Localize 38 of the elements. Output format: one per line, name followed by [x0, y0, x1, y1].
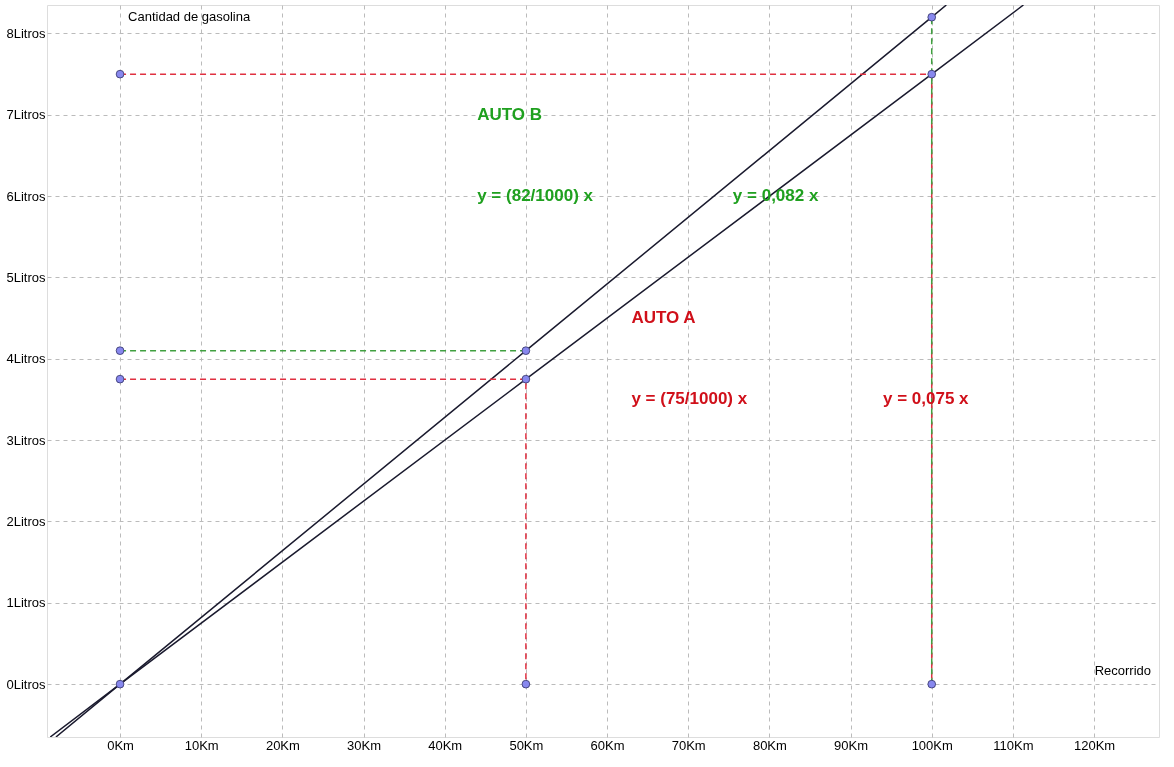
x-tick-label: 100Km	[911, 737, 953, 753]
x-tick-label: 40Km	[428, 737, 463, 753]
point	[927, 12, 936, 22]
point	[115, 69, 125, 79]
point	[927, 679, 936, 689]
point	[927, 69, 936, 79]
point	[115, 346, 125, 355]
x-tick-label: 50Km	[509, 737, 544, 753]
point	[521, 679, 531, 689]
x-tick-label: 80Km	[752, 737, 787, 753]
y-tick-label: 2Litros	[6, 513, 46, 529]
x-tick-label: 110Km	[993, 737, 1034, 753]
annotation: AUTO B	[477, 104, 543, 124]
x-tick-label: 90Km	[834, 737, 869, 753]
annotation: y = (75/1000) x	[631, 389, 748, 409]
annotation: y = (82/1000) x	[477, 186, 594, 206]
point	[115, 374, 125, 384]
y-tick-label: 6Litros	[6, 188, 46, 204]
x-tick-label: 30Km	[347, 737, 382, 753]
y-tick-label: 7Litros	[6, 107, 46, 123]
point	[521, 374, 531, 384]
y-tick-label: 1Litros	[6, 595, 46, 611]
x-tick-label: 0Km	[107, 737, 134, 753]
x-tick-label: 10Km	[184, 737, 219, 753]
x-tick-label: 60Km	[590, 737, 625, 753]
y-tick-label: 5Litros	[6, 269, 46, 285]
x-tick-label: 20Km	[265, 737, 300, 753]
annotation: AUTO A	[631, 308, 696, 328]
point	[521, 346, 531, 355]
x-axis-title: Recorrido	[1094, 663, 1151, 679]
y-tick-label: 8Litros	[6, 25, 46, 41]
x-tick-label: 70Km	[671, 737, 706, 753]
y-tick-label: 0Litros	[6, 676, 46, 692]
y-axis-title: Cantidad de gasolina	[128, 9, 251, 24]
y-tick-label: 4Litros	[6, 351, 46, 367]
x-tick-label: 120Km	[1073, 737, 1116, 753]
y-tick-label: 3Litros	[6, 432, 46, 448]
point	[115, 679, 125, 689]
